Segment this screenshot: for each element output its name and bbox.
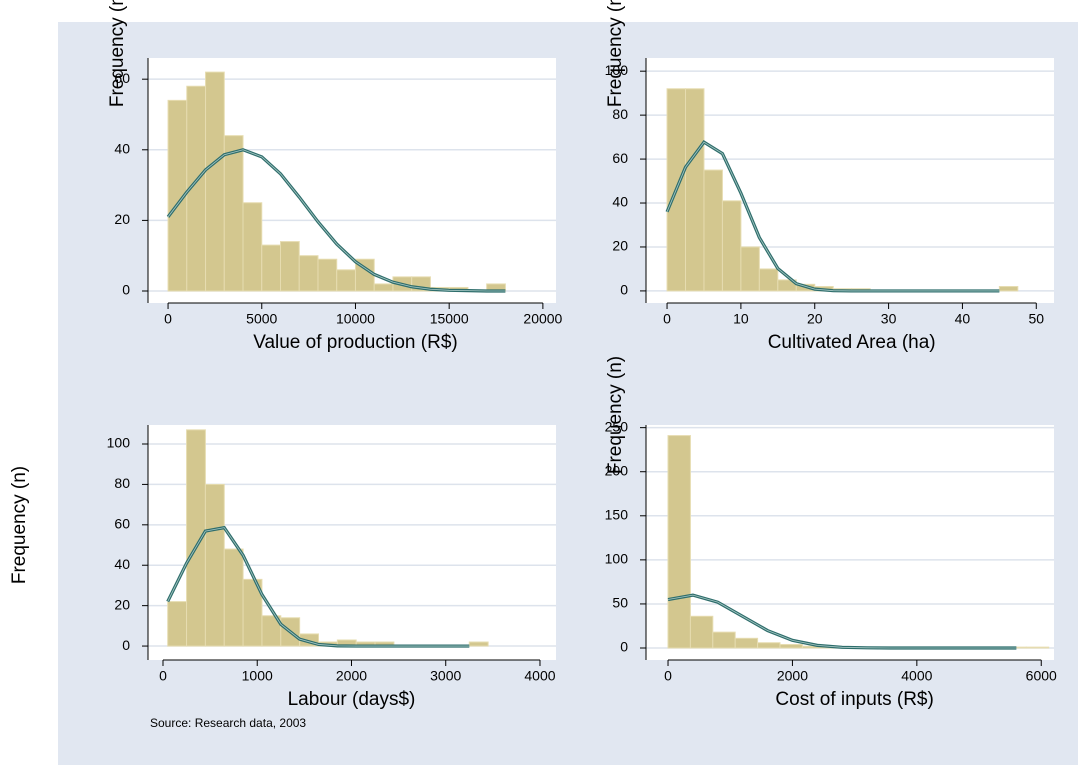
y-axis-title: Frequency (n) <box>9 466 30 584</box>
y-tick-label: 50 <box>612 595 628 611</box>
bar <box>779 643 803 649</box>
x-tick-label: 2000 <box>777 668 808 684</box>
y-tick-label: 20 <box>612 238 628 254</box>
y-tick-label: 40 <box>114 140 130 156</box>
x-tick-label: 1000 <box>242 668 273 684</box>
y-tick-label: 100 <box>605 62 629 78</box>
y-axis-title: Frequency (n) <box>107 0 128 107</box>
bar <box>734 637 759 649</box>
source-note: Source: Research data, 2003 <box>150 716 306 730</box>
x-tick-label: 4000 <box>524 668 555 684</box>
plot-area <box>646 425 1054 660</box>
bar <box>167 601 188 647</box>
x-tick-label: 30 <box>881 311 897 327</box>
x-tick-label: 4000 <box>901 668 932 684</box>
x-tick-label: 0 <box>164 311 172 327</box>
x-axis-title: Cultivated Area (ha) <box>768 332 936 353</box>
density-curve-inner <box>667 594 1017 649</box>
density-curve-inner <box>167 527 470 647</box>
y-tick-label: 250 <box>605 418 629 434</box>
x-tick-label: 0 <box>663 311 671 327</box>
x-tick-label: 0 <box>159 668 167 684</box>
bar <box>298 255 319 292</box>
x-tick-label: 6000 <box>1026 668 1057 684</box>
y-tick-label: 0 <box>620 282 628 298</box>
x-tick-label: 40 <box>955 311 971 327</box>
x-tick-label: 20 <box>807 311 823 327</box>
x-axis-title: Value of production (R$) <box>253 332 458 353</box>
y-tick-label: 60 <box>114 516 130 532</box>
y-axis-title: Frequency (n) <box>605 0 626 107</box>
y-tick-label: 20 <box>114 596 130 612</box>
y-tick-label: 0 <box>122 637 130 653</box>
bar <box>685 88 705 292</box>
bar <box>336 269 356 292</box>
bar <box>280 241 300 292</box>
y-tick-label: 20 <box>114 211 130 227</box>
x-tick-label: 2000 <box>336 668 367 684</box>
y-tick-label: 0 <box>620 639 628 655</box>
y-tick-label: 100 <box>605 551 629 567</box>
y-tick-label: 0 <box>122 282 130 298</box>
x-tick-label: 50 <box>1028 311 1044 327</box>
bar <box>317 258 338 292</box>
x-tick-label: 3000 <box>430 668 461 684</box>
y-tick-label: 40 <box>114 556 130 572</box>
bar <box>1025 646 1050 649</box>
y-tick-label: 60 <box>612 150 628 166</box>
y-tick-label: 80 <box>114 475 130 491</box>
bar <box>721 200 742 292</box>
x-axis-title: Cost of inputs (R$) <box>775 689 933 710</box>
bar <box>242 202 263 292</box>
x-tick-label: 10000 <box>336 311 375 327</box>
y-tick-label: 40 <box>612 194 628 210</box>
bar <box>757 642 781 649</box>
bar <box>373 283 394 292</box>
x-tick-label: 0 <box>664 668 672 684</box>
bar <box>205 71 225 292</box>
y-tick-label: 150 <box>605 506 629 522</box>
bar <box>204 483 225 647</box>
bar <box>242 578 263 647</box>
bar <box>223 135 244 292</box>
bar <box>261 244 282 292</box>
x-tick-label: 5000 <box>246 311 277 327</box>
y-tick-label: 60 <box>114 70 130 86</box>
bar <box>667 435 691 649</box>
bar <box>468 641 489 647</box>
y-tick-label: 200 <box>605 462 629 478</box>
x-axis-title: Labour (days$) <box>288 689 416 710</box>
density-curve-inner <box>167 149 506 292</box>
y-tick-label: 80 <box>612 106 628 122</box>
density-curve-inner <box>666 141 1000 292</box>
y-tick-label: 100 <box>107 435 131 451</box>
bar <box>689 615 714 649</box>
x-tick-label: 10 <box>733 311 749 327</box>
bar <box>703 169 723 292</box>
bar <box>223 548 244 647</box>
bar <box>712 631 736 649</box>
y-axis-title: Frequency (n) <box>605 356 626 474</box>
bar <box>998 286 1019 292</box>
bar <box>740 246 760 292</box>
x-tick-label: 20000 <box>523 311 562 327</box>
x-tick-label: 15000 <box>430 311 469 327</box>
bar <box>758 268 779 292</box>
